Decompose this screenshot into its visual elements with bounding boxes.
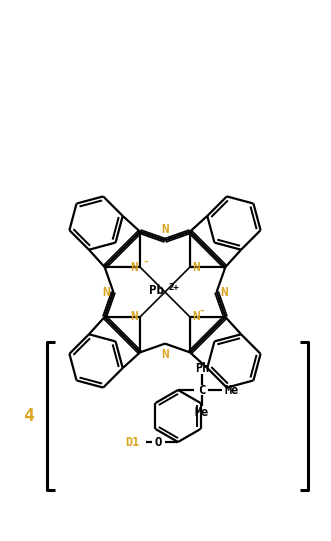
Text: Pb: Pb: [149, 285, 164, 298]
Text: Ph: Ph: [195, 361, 209, 374]
Text: N: N: [192, 309, 200, 322]
Text: N: N: [192, 261, 200, 274]
Text: Me: Me: [195, 406, 209, 419]
Text: -: -: [143, 257, 149, 267]
Text: N: N: [130, 309, 138, 322]
Text: Me: Me: [225, 384, 239, 397]
Text: C: C: [198, 384, 206, 397]
Text: O: O: [154, 436, 162, 448]
Text: N: N: [130, 261, 138, 274]
Text: 2+: 2+: [168, 283, 179, 293]
Text: N: N: [161, 223, 169, 236]
Text: N: N: [220, 286, 228, 299]
Text: D1: D1: [125, 436, 139, 448]
Text: 4: 4: [23, 407, 33, 425]
Text: N: N: [161, 348, 169, 361]
Text: N: N: [102, 286, 110, 299]
Text: -: -: [199, 306, 206, 316]
